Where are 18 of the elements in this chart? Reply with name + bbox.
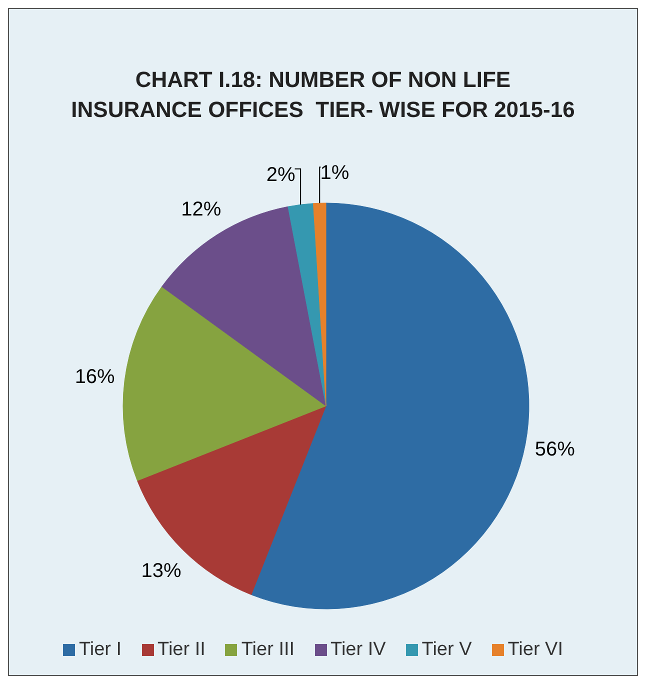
- legend-label: Tier IV: [330, 639, 386, 660]
- legend-label: Tier III: [241, 639, 295, 660]
- data-label: 2%: [266, 164, 296, 186]
- chart-title: CHART I.18: NUMBER OF NON LIFE INSURANCE OFFICES TIER- WISE FOR 2015-16: [70, 66, 576, 124]
- data-label: 56%: [534, 438, 576, 461]
- legend-label: Tier I: [78, 639, 122, 660]
- pie-slice: [288, 203, 326, 406]
- pie-slice: [251, 202, 529, 610]
- legend-label: Tier II: [158, 639, 206, 660]
- data-label: 16%: [74, 366, 116, 388]
- pie-slice: [313, 202, 326, 406]
- legend-label: Tier V: [422, 639, 472, 660]
- data-label: 12%: [181, 198, 222, 220]
- pie-slice: [137, 406, 326, 595]
- legend-label: Tier VI: [508, 639, 564, 660]
- data-label: 1%: [320, 162, 350, 184]
- pie-slice: [122, 286, 326, 481]
- data-label: 13%: [141, 560, 182, 582]
